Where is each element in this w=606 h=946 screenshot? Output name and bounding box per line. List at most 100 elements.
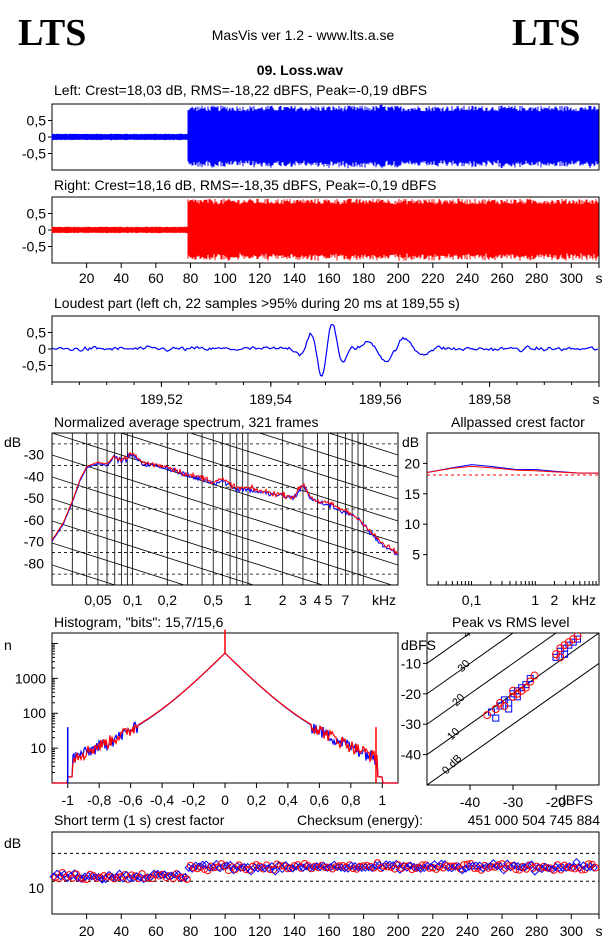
- spectrum-xtick-label: 0,1: [123, 592, 143, 608]
- short-crest-xtick-label: 120: [248, 923, 272, 939]
- histogram-title: Histogram, "bits": 15,7/15,6: [54, 614, 224, 630]
- peak-rms-xlabel: dBFS: [558, 792, 593, 808]
- right-waveform-xtick-label: 240: [456, 270, 480, 286]
- left-waveform-title: Left: Crest=18,03 dB, RMS=-18,22 dBFS, P…: [54, 82, 427, 98]
- peak-rms-diagonal: [427, 633, 557, 725]
- short-crest-point-left: [471, 861, 481, 870]
- crest-xtick-label: 1: [531, 592, 539, 608]
- histogram-ytick-label: 1000: [15, 670, 46, 686]
- right-waveform-xtick-label: 40: [113, 270, 129, 286]
- short-crest-point-left: [371, 861, 380, 870]
- loudest-part-title: Loudest part (left ch, 22 samples >95% d…: [54, 295, 460, 311]
- histogram-xtick-label: 0: [221, 792, 229, 808]
- short-crest-point-right: [325, 863, 333, 872]
- short-crest-point-left: [516, 863, 526, 872]
- right-waveform-xtick-label: 200: [387, 270, 411, 286]
- loudest-xtick-label: s: [593, 391, 600, 407]
- right-waveform-signal: [51, 198, 599, 261]
- spectrum-slope: [52, 520, 255, 585]
- peak-rms-diagonal-label: 0 dB: [440, 752, 464, 776]
- short-crest-point-left: [430, 860, 439, 869]
- short-crest-point-right: [183, 875, 191, 883]
- spectrum-slope: [52, 454, 398, 566]
- logo-right: LTS: [512, 12, 580, 54]
- short-crest-point-left: [163, 871, 173, 881]
- loudest-xtick-label: 189,52: [140, 391, 183, 407]
- file-name: 09. Loss.wav: [257, 62, 344, 78]
- spectrum-xtick-label: 0,2: [158, 592, 178, 608]
- short-crest-point-left: [589, 863, 599, 872]
- spectrum-xtick-label: 3: [299, 592, 307, 608]
- right-waveform-xtick-label: 120: [248, 270, 272, 286]
- checksum-label: Checksum (energy):: [297, 812, 423, 828]
- loudest-ytick-label: 0: [38, 341, 46, 357]
- loudest-xtick-label: 189,54: [249, 391, 292, 407]
- histogram-xtick-label: -1: [62, 792, 75, 808]
- short-crest-point-left: [222, 861, 232, 870]
- short-crest-frame: [51, 831, 600, 915]
- short-crest-point-left: [451, 862, 460, 871]
- short-crest-point-left: [523, 861, 533, 870]
- crest-frame: [426, 432, 600, 586]
- crest-xunit: kHz: [572, 592, 596, 608]
- spectrum-slope: [52, 564, 117, 585]
- short-crest-point-right: [82, 875, 91, 883]
- short-crest-point-left: [56, 871, 65, 881]
- spectrum-slope: [52, 542, 186, 585]
- short-crest-xtick-label: 260: [490, 923, 514, 939]
- spectrum-xtick-label: 1: [244, 592, 252, 608]
- crest-title: Allpassed crest factor: [451, 414, 585, 430]
- loudest-xtick-label: 189,56: [359, 391, 402, 407]
- histogram-xtick-label: -0,2: [181, 792, 205, 808]
- right-waveform-ytick-label: 0,5: [27, 206, 47, 222]
- spectrum-slope: [52, 675, 398, 785]
- histogram-ytick-label: 10: [30, 740, 46, 756]
- short-crest-point-right: [332, 863, 340, 871]
- spectrum-title: Normalized average spectrum, 321 frames: [54, 414, 319, 430]
- short-crest-xtick-label: 80: [183, 923, 199, 939]
- crest-ytick-label: 15: [404, 486, 420, 502]
- histogram-xtick-label: -0,4: [150, 792, 174, 808]
- peak-rms-diagonal: [427, 662, 599, 785]
- short-crest-xtick-label: 200: [387, 923, 411, 939]
- short-crest-xtick-label: 240: [456, 923, 480, 939]
- peak-rms-point-left: [574, 635, 581, 643]
- peak-rms-point-left: [513, 693, 521, 701]
- crest-left-curve: [426, 464, 599, 474]
- peak-rms-ytick-label: -30: [401, 716, 421, 732]
- spectrum-xtick-label: 5: [325, 592, 333, 608]
- crest-ylabel: dB: [402, 434, 419, 450]
- short-crest-point-left: [527, 860, 536, 869]
- histogram-xtick-label: -0,6: [119, 792, 143, 808]
- peak-rms-diagonal-label: 40: [461, 624, 478, 641]
- peak-rms-point-right: [483, 711, 492, 720]
- histogram-xtick-label: 1: [378, 792, 386, 808]
- logo-left: LTS: [18, 12, 86, 54]
- spectrum-slope: [52, 498, 324, 585]
- short-crest-point-right: [252, 860, 260, 869]
- spectrum-slope: [52, 476, 394, 585]
- short-crest-point-left: [368, 863, 377, 873]
- right-waveform-xtick-label: 220: [421, 270, 445, 286]
- short-crest-ylabel: dB: [4, 835, 21, 851]
- peak-rms-point-right: [556, 653, 565, 662]
- right-waveform-ytick-label: -0,5: [22, 239, 46, 255]
- peak-rms-xtick-label: -30: [503, 794, 523, 810]
- peak-rms-ytick-label: -20: [401, 686, 421, 702]
- short-crest-point-left: [156, 870, 166, 880]
- short-crest-point-left: [288, 864, 297, 873]
- short-crest-xtick-label: 60: [148, 923, 164, 939]
- right-waveform-xtick-label: 80: [183, 270, 199, 286]
- short-crest-point-right: [529, 864, 537, 872]
- spectrum-grid: [52, 433, 398, 785]
- short-crest-point-left: [302, 861, 311, 871]
- crest-ytick-label: 10: [404, 516, 420, 532]
- checksum-value: 451 000 504 745 884: [468, 812, 601, 828]
- short-crest-point-right: [179, 873, 188, 882]
- crest-ytick-label: 5: [412, 547, 420, 563]
- spectrum-slope: [189, 433, 398, 500]
- short-crest-point-right: [321, 863, 330, 872]
- short-crest-xtick-label: 100: [213, 923, 237, 939]
- peak-rms-point-right: [573, 633, 582, 641]
- short-crest-point-left: [464, 862, 474, 871]
